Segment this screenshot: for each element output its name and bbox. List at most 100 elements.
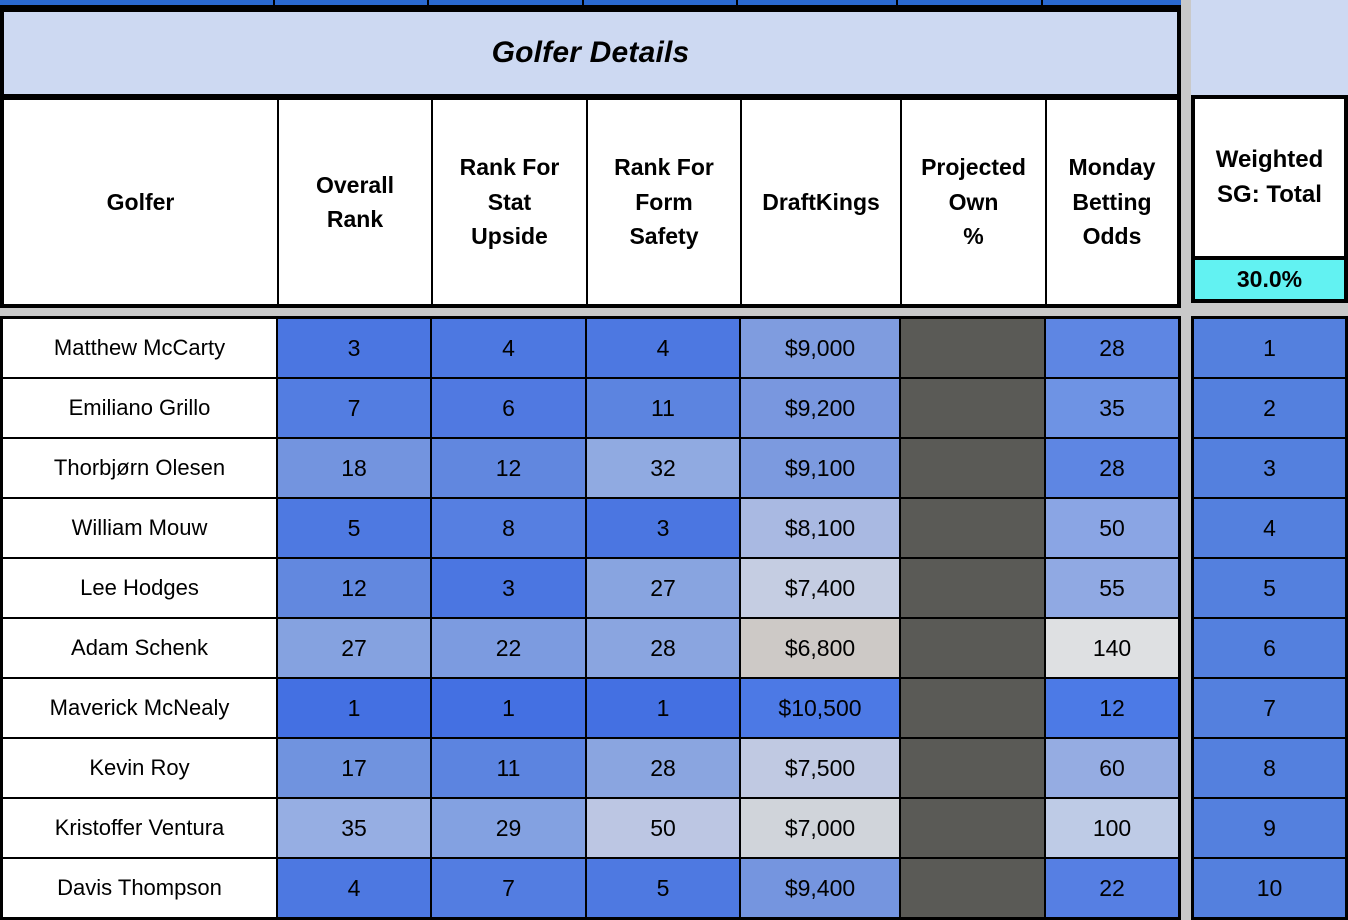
draftkings-cell: $7,400 [741,559,899,617]
overall_rank-cell: 3 [278,319,430,377]
projected_own-cell [901,799,1044,857]
draftkings-cell: $8,100 [741,499,899,557]
rank_form_safety-cell: 5 [587,859,739,917]
weighted-sg-header: Weighted SG: Total [1191,95,1348,260]
projected_own-cell [901,739,1044,797]
rank_stat_upside-cell: 22 [432,619,585,677]
rank_form_safety-cell: 50 [587,799,739,857]
rank_stat_upside-cell: 6 [432,379,585,437]
draftkings-cell: $9,000 [741,319,899,377]
golfer-name-cell: Emiliano Grillo [3,379,276,437]
weighted-rank-cell: 6 [1194,619,1345,677]
golfer-name-cell: William Mouw [3,499,276,557]
cropped-row-cell [898,0,1041,5]
weighted-rank-cell: 2 [1194,379,1345,437]
draftkings-cell: $6,800 [741,619,899,677]
golfer-name-cell: Kevin Roy [3,739,276,797]
overall_rank-cell: 4 [278,859,430,917]
column-header-overall-rank: Overall Rank [279,100,431,304]
overall_rank-cell: 5 [278,499,430,557]
golfer-name-cell: Kristoffer Ventura [3,799,276,857]
cropped-row-cell [429,0,582,5]
rank_form_safety-cell: 28 [587,739,739,797]
golfer-name-cell: Matthew McCarty [3,319,276,377]
overall_rank-cell: 18 [278,439,430,497]
overall_rank-cell: 27 [278,619,430,677]
weighted-rank-cell: 5 [1194,559,1345,617]
monday_betting_odds-cell: 28 [1046,319,1178,377]
monday_betting_odds-cell: 28 [1046,439,1178,497]
cropped-row-cell [0,0,273,5]
projected_own-cell [901,319,1044,377]
golfer-name-cell: Davis Thompson [3,859,276,917]
weighted-sg-weight-value: 30.0% [1191,260,1348,303]
weighted-rank-column: 1 2 3 4 5 6 7 8 9 10 [1191,316,1348,920]
monday_betting_odds-cell: 35 [1046,379,1178,437]
weighted-sg-lavender-band [1191,0,1348,95]
column-header-projected-own: Projected Own % [902,100,1045,304]
monday_betting_odds-cell: 140 [1046,619,1178,677]
rank_stat_upside-cell: 12 [432,439,585,497]
rank_form_safety-cell: 4 [587,319,739,377]
weighted-rank-cell: 7 [1194,679,1345,737]
rank_stat_upside-cell: 3 [432,559,585,617]
monday_betting_odds-cell: 12 [1046,679,1178,737]
overall_rank-cell: 35 [278,799,430,857]
overall_rank-cell: 7 [278,379,430,437]
projected_own-cell [901,679,1044,737]
rank_stat_upside-cell: 11 [432,739,585,797]
rank_stat_upside-cell: 29 [432,799,585,857]
projected_own-cell [901,379,1044,437]
cropped-row-cell [275,0,427,5]
projected_own-cell [901,499,1044,557]
rank_form_safety-cell: 28 [587,619,739,677]
table-title: Golfer Details [4,12,1177,100]
weighted-rank-cell: 8 [1194,739,1345,797]
column-header-golfer: Golfer [4,100,277,304]
rank_form_safety-cell: 11 [587,379,739,437]
rank_form_safety-cell: 32 [587,439,739,497]
weighted-rank-cell: 1 [1194,319,1345,377]
overall_rank-cell: 1 [278,679,430,737]
projected_own-cell [901,619,1044,677]
golfer-name-cell: Thorbjørn Olesen [3,439,276,497]
cropped-row-cell [738,0,896,5]
monday_betting_odds-cell: 60 [1046,739,1178,797]
rank_form_safety-cell: 27 [587,559,739,617]
rank_form_safety-cell: 1 [587,679,739,737]
draftkings-cell: $7,500 [741,739,899,797]
rank_stat_upside-cell: 8 [432,499,585,557]
golfer-name-cell: Maverick McNealy [3,679,276,737]
golfer-details-header: Golfer Details Golfer Overall Rank Rank … [0,5,1181,308]
golfer-name-cell: Lee Hodges [3,559,276,617]
weighted-rank-cell: 4 [1194,499,1345,557]
draftkings-cell: $10,500 [741,679,899,737]
rank_stat_upside-cell: 7 [432,859,585,917]
golfer-name-cell: Adam Schenk [3,619,276,677]
column-header-rank-form-safety: Rank For Form Safety [588,100,740,304]
golfer-details-panel: Golfer Details Golfer Overall Rank Rank … [0,0,1181,920]
cropped-row-cell [584,0,736,5]
cropped-row-cell [1043,0,1181,5]
overall_rank-cell: 17 [278,739,430,797]
column-header-draftkings: DraftKings [742,100,900,304]
column-header-rank-stat-upside: Rank For Stat Upside [433,100,586,304]
rank_stat_upside-cell: 1 [432,679,585,737]
rank_stat_upside-cell: 4 [432,319,585,377]
draftkings-cell: $9,400 [741,859,899,917]
monday_betting_odds-cell: 50 [1046,499,1178,557]
monday_betting_odds-cell: 55 [1046,559,1178,617]
weighted-rank-cell: 9 [1194,799,1345,857]
draftkings-cell: $9,200 [741,379,899,437]
column-header-row: Golfer Overall Rank Rank For Stat Upside… [4,100,1177,304]
rank_form_safety-cell: 3 [587,499,739,557]
weighted-rank-cell: 10 [1194,859,1345,917]
projected_own-cell [901,439,1044,497]
projected_own-cell [901,559,1044,617]
monday_betting_odds-cell: 22 [1046,859,1178,917]
monday_betting_odds-cell: 100 [1046,799,1178,857]
projected_own-cell [901,859,1044,917]
overall_rank-cell: 12 [278,559,430,617]
cropped-top-row [0,0,1181,5]
column-header-monday-betting-odds: Monday Betting Odds [1047,100,1177,304]
